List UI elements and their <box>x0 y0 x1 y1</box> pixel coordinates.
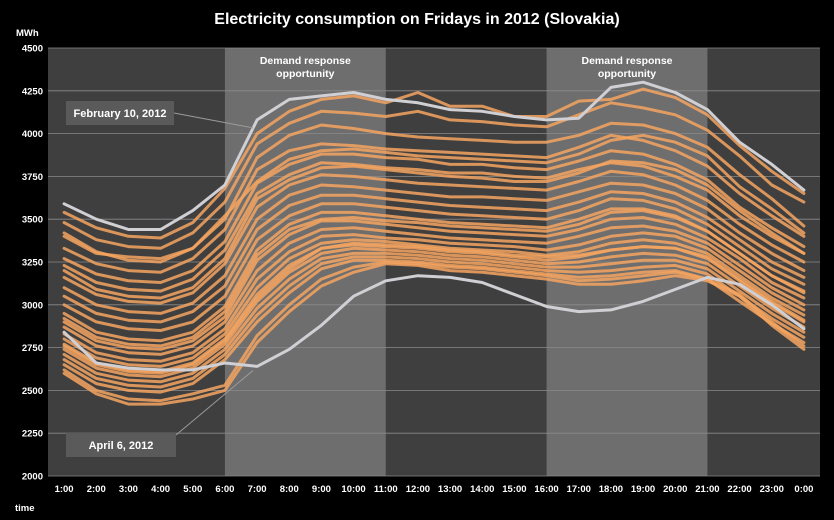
y-tick-label: 2250 <box>22 429 43 440</box>
band-label-line2: opportunity <box>598 68 656 80</box>
series-line <box>62 262 806 406</box>
y-tick-label: 2000 <box>22 472 43 483</box>
x-tick-label: 13:00 <box>438 484 462 495</box>
series-line <box>62 260 806 403</box>
y-tick-label: 4250 <box>22 86 43 97</box>
x-tick-label: 6:00 <box>215 484 234 495</box>
band-label-line2: opportunity <box>276 68 334 80</box>
annotation-leader-line <box>175 370 254 436</box>
series-line <box>62 190 806 324</box>
band-label-line1: Demand response <box>260 55 351 67</box>
y-tick-label: 4000 <box>22 129 43 140</box>
series-line <box>62 255 806 389</box>
series-line <box>62 224 806 356</box>
series-line <box>62 133 806 264</box>
x-tick-label: 7:00 <box>248 484 267 495</box>
x-tick-label: 19:00 <box>631 484 655 495</box>
annotations: February 10, 2012 April 6, 2012 <box>66 101 254 457</box>
annotation-box <box>66 433 176 457</box>
series-lines <box>62 80 806 406</box>
band-label-line1: Demand response <box>581 55 672 67</box>
y-tick-label: 3250 <box>22 258 43 269</box>
annotation-label: April 6, 2012 <box>89 440 154 452</box>
y-tick-label: 3000 <box>22 300 43 311</box>
x-axis-label: time <box>15 503 35 514</box>
series-line <box>62 241 806 375</box>
x-tick-label: 8:00 <box>280 484 299 495</box>
x-tick-label: 22:00 <box>727 484 751 495</box>
series-line <box>62 209 806 348</box>
highlighted-series-line <box>62 274 806 372</box>
x-tick-label: 23:00 <box>760 484 784 495</box>
x-tick-label: 18:00 <box>599 484 623 495</box>
x-tick-label: 5:00 <box>183 484 202 495</box>
series-line <box>62 169 806 305</box>
x-tick-label: 1:00 <box>55 484 74 495</box>
annotation-label: February 10, 2012 <box>74 108 167 120</box>
y-axis-label: MWh <box>16 28 39 39</box>
y-tick-label: 2500 <box>22 386 43 397</box>
x-axis: 1:00 2:00 3:00 4:00 5:00 6:00 7:00 8:00 9:00 10:0… <box>55 484 814 495</box>
annotation-box <box>66 101 174 125</box>
y-axis: 2000 2250 2500 2750 3000 3250 3500 3750 4000 4250… <box>22 44 43 483</box>
series-line <box>62 251 806 384</box>
y-tick-label: 3750 <box>22 172 43 183</box>
x-tick-label: 10:00 <box>341 484 365 495</box>
series-line <box>62 181 806 315</box>
x-tick-label: 16:00 <box>534 484 558 495</box>
x-tick-label: 12:00 <box>406 484 430 495</box>
chart-title: Electricity consumption on Fridays in 20… <box>214 11 619 28</box>
y-tick-label: 3500 <box>22 215 43 226</box>
x-tick-label: 14:00 <box>470 484 494 495</box>
x-tick-label: 3:00 <box>119 484 138 495</box>
series-line <box>62 133 806 274</box>
gridlines <box>48 47 820 477</box>
x-tick-label: 17:00 <box>567 484 591 495</box>
x-tick-label: 4:00 <box>151 484 170 495</box>
series-line <box>62 231 806 363</box>
series-line <box>62 161 806 293</box>
series-line <box>62 197 806 332</box>
series-line <box>62 101 806 250</box>
series-line <box>62 149 806 284</box>
highlighted-series-line <box>62 80 806 231</box>
x-tick-label: 15:00 <box>502 484 526 495</box>
x-tick-label: 11:00 <box>374 484 398 495</box>
series-line <box>62 159 806 300</box>
x-tick-label: 20:00 <box>663 484 687 495</box>
x-tick-label: 0:00 <box>794 484 813 495</box>
series-line <box>62 216 806 351</box>
x-tick-label: 21:00 <box>695 484 719 495</box>
x-tick-label: 2:00 <box>87 484 106 495</box>
y-tick-label: 4500 <box>22 44 43 55</box>
y-tick-label: 2750 <box>22 343 43 354</box>
annotation-leader-line <box>173 112 254 129</box>
series-line <box>62 238 806 368</box>
series-line <box>62 87 806 240</box>
x-tick-label: 9:00 <box>312 484 331 495</box>
